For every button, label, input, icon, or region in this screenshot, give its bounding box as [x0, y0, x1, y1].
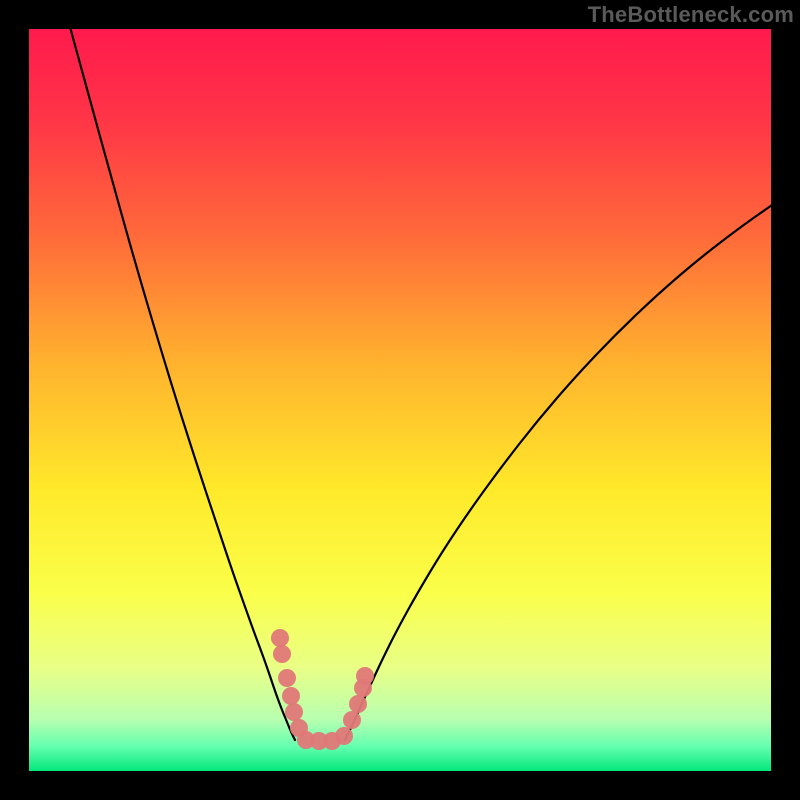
marker-point — [282, 687, 300, 705]
marker-point — [278, 669, 296, 687]
marker-point — [335, 727, 353, 745]
watermark-text: TheBottleneck.com — [588, 2, 794, 28]
marker-point — [273, 645, 291, 663]
stage: TheBottleneck.com — [0, 0, 800, 800]
marker-point — [349, 695, 367, 713]
plot-rect-fill — [28, 28, 772, 772]
marker-point — [271, 629, 289, 647]
marker-point — [343, 711, 361, 729]
marker-point — [285, 703, 303, 721]
marker-point — [356, 667, 374, 685]
chart-overlay — [0, 0, 800, 800]
